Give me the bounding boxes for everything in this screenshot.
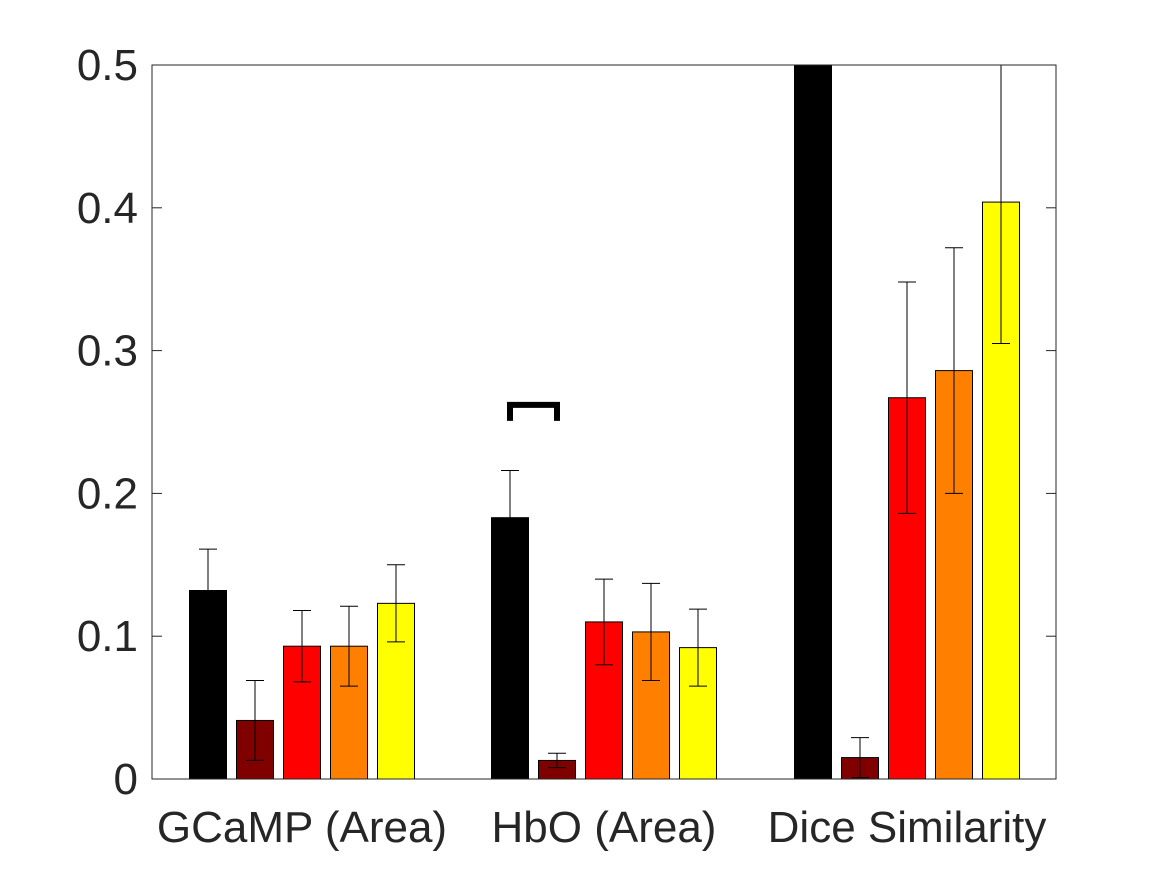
error-bar bbox=[548, 752, 566, 769]
x-category-label: GCaMP (Area) bbox=[157, 803, 447, 852]
annotations-layer bbox=[507, 401, 560, 421]
plot-box bbox=[151, 64, 1057, 780]
error-bar bbox=[898, 281, 916, 514]
error-bar bbox=[246, 679, 264, 761]
error-bar bbox=[992, 65, 1010, 344]
error-bar bbox=[945, 247, 963, 494]
axes-layer bbox=[151, 64, 1057, 780]
error-bar bbox=[595, 578, 613, 666]
error-bar bbox=[501, 470, 519, 566]
y-tick-label: 0 bbox=[114, 755, 138, 804]
error-bar bbox=[851, 737, 869, 779]
bars-layer bbox=[189, 64, 1020, 780]
y-tick-label: 0.5 bbox=[77, 41, 138, 90]
y-tick-label: 0.4 bbox=[77, 184, 138, 233]
error-bar bbox=[387, 564, 405, 643]
y-tick-label: 0.3 bbox=[77, 327, 138, 376]
significance-bracket bbox=[507, 401, 560, 421]
labels-layer: 0 0.1 0.2 0.3 0.4 0.5 GCaMP (Area) HbO (Area) Di… bbox=[77, 41, 1047, 852]
error-bar bbox=[642, 582, 660, 681]
error-bar bbox=[340, 605, 358, 687]
x-category-label: HbO (Area) bbox=[492, 803, 717, 852]
error-bar bbox=[293, 609, 311, 683]
error-bar bbox=[689, 608, 707, 687]
y-tick-label: 0.1 bbox=[77, 612, 138, 661]
y-tick-label: 0.2 bbox=[77, 469, 138, 518]
bar bbox=[794, 64, 832, 780]
error-bar bbox=[199, 548, 217, 633]
x-category-label: Dice Similarity bbox=[768, 803, 1047, 852]
error-bars-layer bbox=[199, 65, 1010, 779]
